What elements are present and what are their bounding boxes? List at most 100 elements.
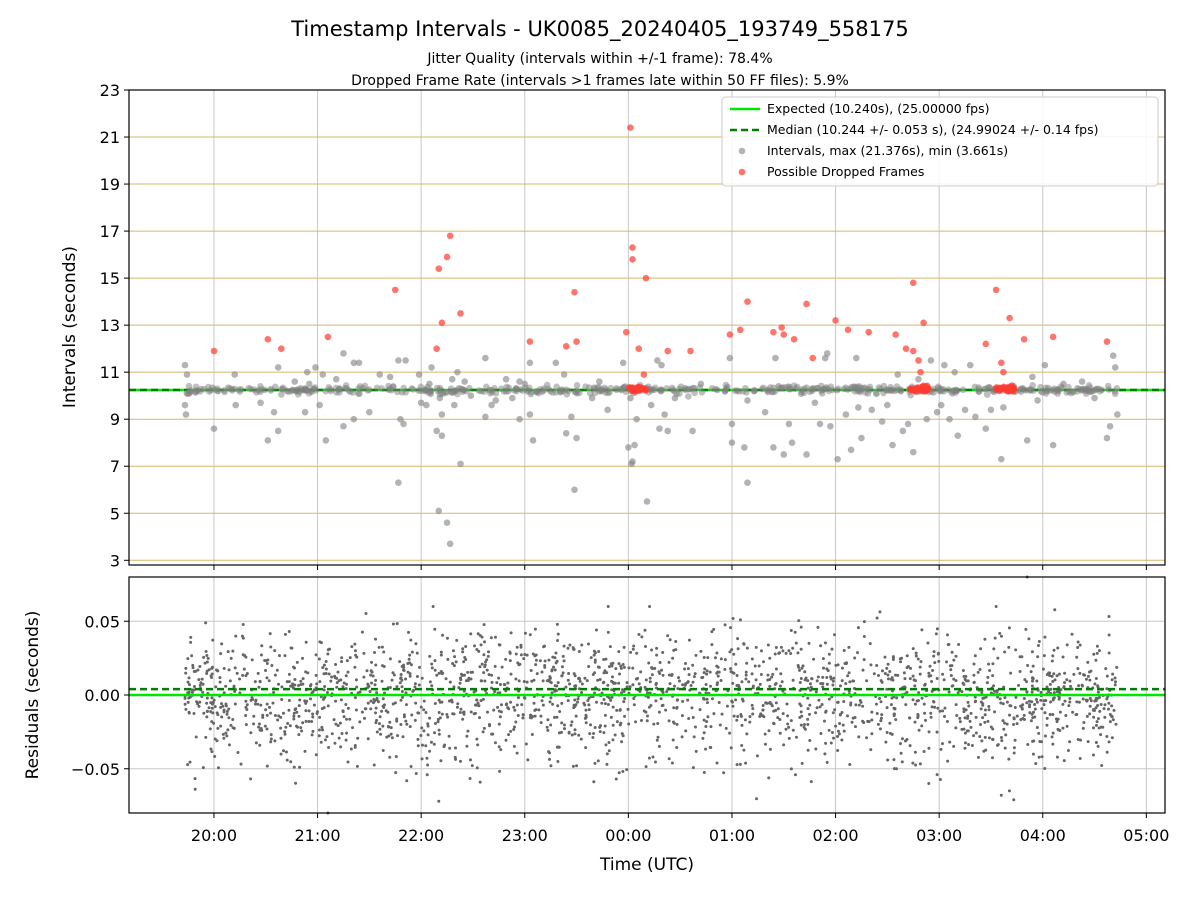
residual-point	[684, 682, 688, 686]
residual-point	[966, 714, 970, 718]
residual-point	[451, 649, 455, 653]
residual-point	[690, 706, 694, 710]
residual-point	[213, 737, 217, 741]
residual-point	[333, 741, 337, 745]
interval-point	[657, 386, 664, 394]
residual-point	[376, 700, 380, 704]
residual-point	[686, 698, 690, 702]
residual-point	[825, 760, 829, 764]
residual-point	[720, 712, 724, 716]
residual-point	[818, 705, 822, 709]
residual-point	[681, 699, 685, 703]
residual-point	[244, 674, 248, 678]
residual-point	[1105, 674, 1109, 678]
residual-point	[631, 666, 635, 670]
residual-point	[562, 723, 566, 727]
dropped-frame-point	[909, 347, 917, 355]
residual-point	[943, 706, 947, 710]
residual-point	[856, 626, 860, 630]
interval-point	[983, 391, 991, 398]
residual-point	[305, 699, 309, 703]
residual-point	[654, 699, 658, 703]
residual-point	[438, 700, 442, 704]
residual-point	[597, 650, 601, 654]
interval-point	[842, 411, 850, 418]
residual-point	[831, 711, 835, 715]
residual-point	[582, 701, 586, 705]
residual-point	[345, 717, 349, 721]
residual-point	[1053, 608, 1057, 612]
residual-point	[1048, 674, 1052, 678]
residual-point	[1047, 671, 1051, 675]
residual-point	[292, 665, 296, 669]
residual-point	[739, 713, 743, 717]
residual-point	[717, 700, 721, 704]
residual-point	[399, 698, 403, 702]
interval-point	[1105, 386, 1113, 393]
top-plot-points	[181, 124, 1121, 548]
interval-point	[261, 386, 269, 394]
residual-point	[593, 761, 597, 765]
residual-point	[555, 639, 559, 643]
residual-point	[485, 668, 489, 672]
residual-point	[438, 716, 442, 720]
residual-point	[1105, 735, 1109, 739]
interval-point	[823, 350, 831, 357]
residual-point	[809, 780, 813, 784]
interval-point	[400, 420, 407, 428]
residual-point	[750, 657, 754, 661]
residual-point	[667, 757, 671, 761]
residual-point	[307, 709, 311, 713]
residual-point	[1102, 707, 1106, 711]
residual-point	[1003, 696, 1007, 700]
residual-point	[710, 697, 714, 701]
interval-point	[272, 383, 279, 391]
residual-point	[594, 628, 598, 632]
residual-point	[797, 665, 801, 669]
interval-point	[426, 380, 433, 388]
residual-point	[1031, 752, 1035, 756]
residual-point	[681, 683, 685, 687]
interval-point	[647, 401, 655, 409]
interval-point	[728, 420, 736, 428]
residual-point	[637, 633, 641, 637]
interval-point	[987, 406, 995, 414]
residual-point	[821, 682, 825, 686]
residual-point	[480, 662, 484, 666]
residual-point	[827, 652, 831, 656]
residual-point	[516, 713, 520, 717]
residual-point	[389, 726, 393, 730]
residual-point	[322, 672, 326, 676]
residual-point	[426, 722, 430, 726]
top-y-tick-label: 19	[100, 175, 120, 194]
residual-point	[597, 665, 601, 669]
residual-point	[562, 644, 566, 648]
residual-point	[933, 705, 937, 709]
top-y-axis-label: Intervals (seconds)	[60, 246, 80, 408]
residual-point	[381, 724, 385, 728]
residual-point	[520, 703, 524, 707]
residual-point	[998, 631, 1002, 635]
interval-point	[887, 383, 894, 391]
residual-point	[1065, 643, 1069, 647]
residual-point	[539, 721, 543, 725]
residual-point	[398, 660, 402, 664]
residual-point	[292, 714, 296, 718]
dropped-frame-point	[778, 324, 785, 331]
residual-point	[621, 770, 625, 774]
residual-point	[193, 787, 197, 791]
residual-point	[344, 674, 348, 678]
residual-point	[287, 672, 291, 676]
interval-point	[427, 387, 435, 395]
residual-point	[532, 678, 536, 682]
residual-point	[562, 727, 566, 731]
residual-point	[189, 635, 193, 639]
interval-point	[560, 371, 568, 378]
residual-point	[744, 670, 748, 674]
residual-point	[794, 641, 798, 645]
residual-point	[757, 664, 761, 668]
interval-point	[941, 361, 948, 369]
interval-point	[893, 383, 901, 390]
interval-point	[231, 385, 239, 393]
residual-point	[567, 731, 571, 735]
